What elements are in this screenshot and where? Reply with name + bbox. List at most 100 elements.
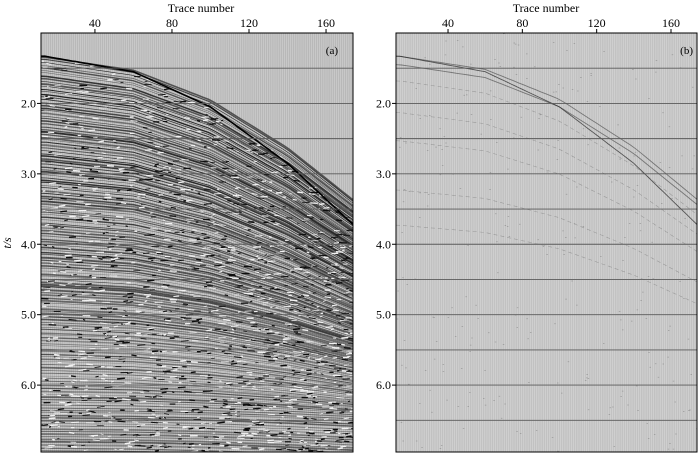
noise-mark <box>118 358 126 360</box>
noise-mark <box>72 379 78 382</box>
reflection-event <box>41 327 353 368</box>
noise-mark <box>296 340 304 344</box>
noise-mark <box>81 444 86 446</box>
noise-mark <box>190 266 196 268</box>
noise-mark <box>121 202 127 205</box>
noise-mark <box>316 305 319 308</box>
noise-mark <box>224 294 229 297</box>
noise-mark <box>164 446 170 449</box>
plot-frame <box>395 32 698 453</box>
noise-mark <box>60 210 68 213</box>
noise-mark <box>127 292 134 295</box>
noise-mark <box>312 233 318 236</box>
reflection-event <box>41 348 353 381</box>
noise-mark <box>347 370 351 372</box>
noise-mark <box>55 357 61 359</box>
noise-mark <box>264 254 267 256</box>
noise-mark <box>278 383 283 385</box>
noise-mark <box>235 186 240 189</box>
noise-mark <box>303 422 308 425</box>
reflection-event <box>41 227 353 306</box>
noise-mark <box>127 445 133 448</box>
noise-mark <box>252 407 260 410</box>
noise-mark <box>177 289 186 292</box>
noise-mark <box>332 357 338 359</box>
reflection-event <box>396 224 697 304</box>
noise-mark <box>114 338 120 341</box>
noise-mark <box>184 117 190 119</box>
first-arrival <box>396 55 697 225</box>
noise-mark <box>47 337 51 340</box>
noise-mark <box>80 357 87 360</box>
noise-mark <box>52 225 61 228</box>
noise-mark <box>65 122 70 124</box>
noise-mark <box>322 209 331 212</box>
noise-mark <box>242 445 248 447</box>
noise-mark <box>304 308 311 310</box>
noise-mark <box>57 361 62 364</box>
noise-mark <box>232 337 237 340</box>
noise-mark <box>132 251 137 254</box>
noise-mark <box>328 401 336 404</box>
noise-mark <box>95 213 102 215</box>
noise-mark <box>76 402 80 404</box>
noise-mark <box>139 400 147 403</box>
noise-mark <box>250 259 255 261</box>
noise-mark <box>115 230 119 233</box>
noise-mark <box>312 395 318 398</box>
noise-mark <box>341 370 347 372</box>
noise-mark <box>161 285 168 288</box>
y-tick-label: 3.0 <box>21 167 36 181</box>
noise-mark <box>337 432 341 435</box>
noise-mark <box>98 140 105 143</box>
reflection-event <box>41 372 353 396</box>
reflection-event <box>41 350 353 383</box>
noise-mark <box>92 187 98 190</box>
noise-mark <box>91 265 99 267</box>
reflection-event <box>41 123 353 242</box>
noise-mark <box>211 357 216 360</box>
reflection-event <box>41 129 353 246</box>
noise-mark <box>225 353 228 355</box>
noise-mark <box>269 245 274 248</box>
noise-mark <box>97 146 101 150</box>
noise-mark <box>306 251 310 254</box>
reflection-event <box>41 430 353 441</box>
noise-mark <box>147 410 156 413</box>
reflection-event <box>41 232 353 310</box>
noise-mark <box>163 238 171 241</box>
reflection-event <box>41 390 353 408</box>
noise-mark <box>303 286 309 288</box>
noise-mark <box>53 167 57 170</box>
reflection-event <box>41 444 342 452</box>
noise-mark <box>183 167 191 170</box>
noise-mark <box>124 442 131 445</box>
noise-mark <box>130 166 139 168</box>
noise-mark <box>332 402 340 405</box>
reflection-event <box>41 181 353 278</box>
noise-mark <box>44 224 50 226</box>
noise-mark <box>119 356 122 358</box>
reflection-event <box>41 166 353 269</box>
noise-mark <box>64 385 73 387</box>
noise-mark <box>330 236 338 239</box>
noise-mark <box>108 421 113 423</box>
noise-mark <box>203 236 210 240</box>
noise-mark <box>120 433 127 436</box>
noise-mark <box>146 347 151 350</box>
plot-frame <box>40 32 354 453</box>
noise-mark <box>221 140 230 142</box>
noise-mark <box>156 364 162 367</box>
noise-mark <box>130 322 136 325</box>
noise-mark <box>293 359 297 361</box>
noise-mark <box>313 396 316 399</box>
noise-mark <box>345 352 353 355</box>
noise-mark <box>60 197 67 200</box>
noise-mark <box>49 389 52 392</box>
noise-mark <box>188 427 194 430</box>
noise-mark <box>301 446 305 449</box>
noise-mark <box>138 206 145 209</box>
noise-mark <box>87 287 92 289</box>
reflection-event <box>41 130 353 247</box>
noise-mark <box>327 271 336 274</box>
